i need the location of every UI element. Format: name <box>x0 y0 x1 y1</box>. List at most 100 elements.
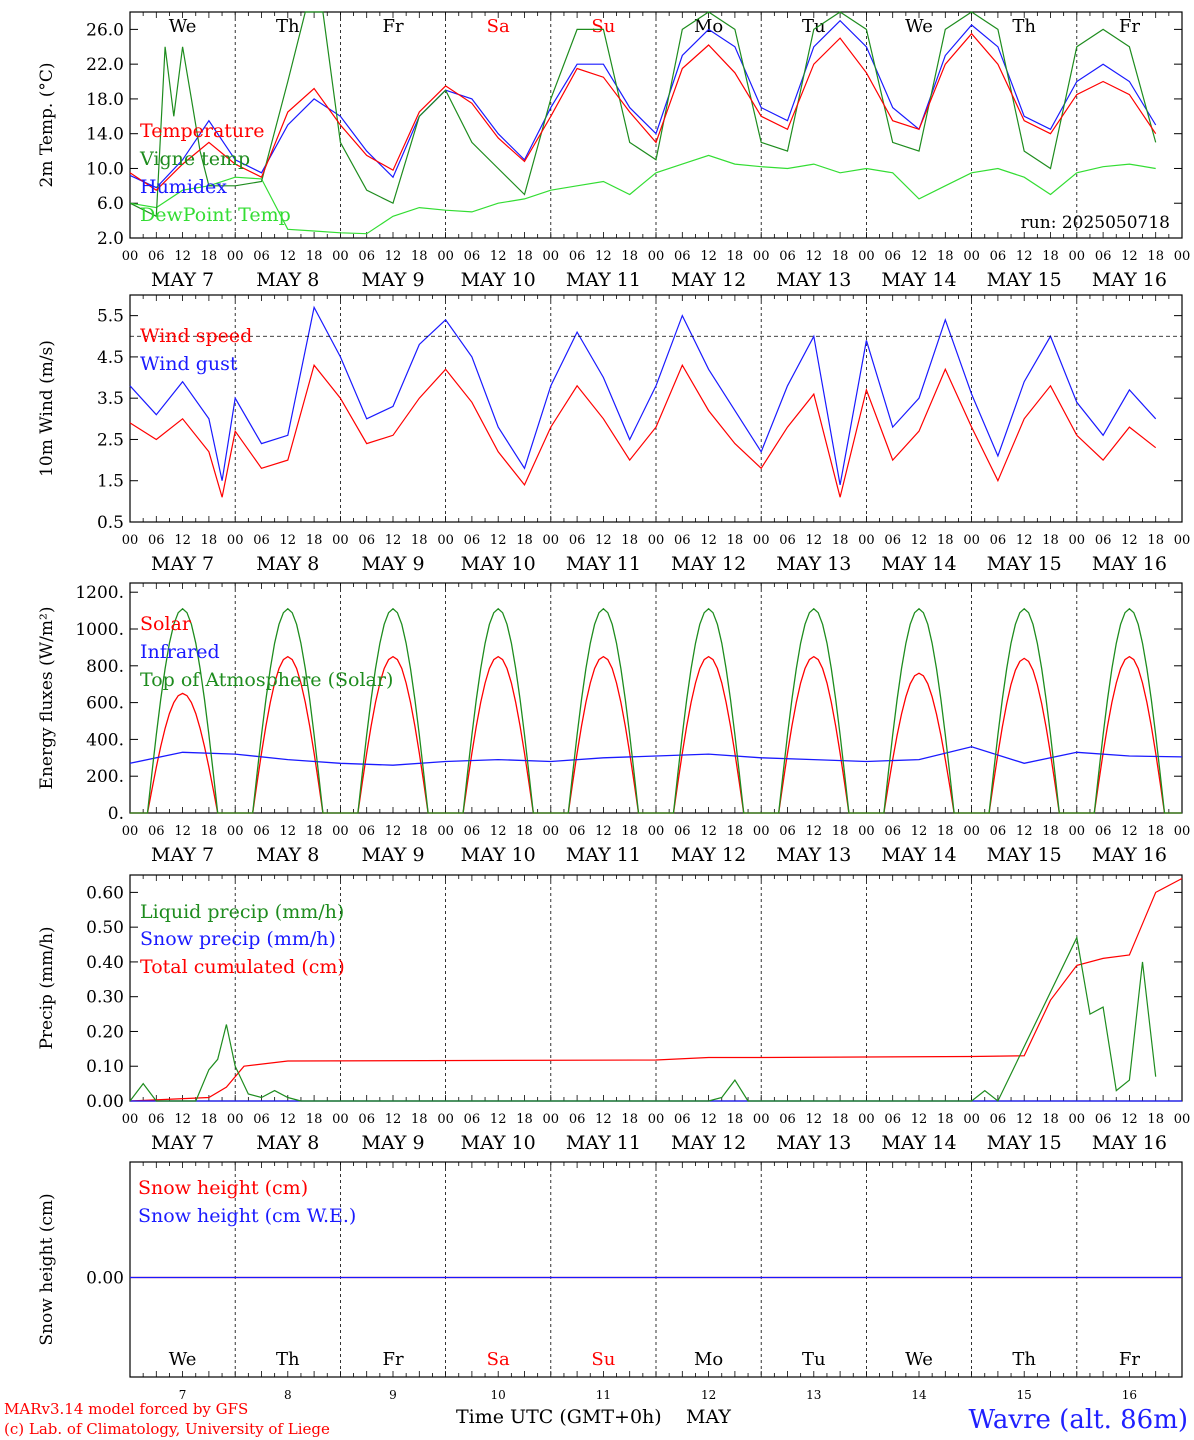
weekday-label: Mo <box>694 1349 723 1370</box>
x-hour-label: 12 <box>385 824 402 839</box>
x-date-label: MAY 16 <box>1092 553 1167 575</box>
x-hour-label: 00 <box>1174 824 1191 839</box>
x-hour-label: 12 <box>806 1112 823 1127</box>
legend-entry: Humidex <box>140 176 227 198</box>
x-hour-label: 00 <box>753 824 770 839</box>
series-line <box>129 19 1157 189</box>
weekday-label: Mo <box>694 16 723 37</box>
y-tick-label: 5.5 <box>97 307 124 327</box>
x-date-label: MAY 13 <box>776 553 851 575</box>
x-hour-label: 12 <box>700 824 717 839</box>
x-hour-label: 06 <box>569 824 586 839</box>
x-hour-label: 06 <box>674 1112 691 1127</box>
x-hour-label: 18 <box>1147 1112 1164 1127</box>
x-hour-label: 06 <box>990 249 1007 264</box>
x-hour-label: 12 <box>174 249 191 264</box>
station-name: Wavre (alt. 86m) <box>968 1405 1188 1435</box>
legend-entry: Total cumulated (cm) <box>140 956 345 978</box>
x-hour-label: 06 <box>148 533 165 548</box>
x-date-label: MAY 16 <box>1092 1132 1167 1154</box>
day-number-label: 13 <box>806 1388 821 1402</box>
x-hour-label: 00 <box>1069 533 1086 548</box>
x-hour-label: 18 <box>937 249 954 264</box>
x-hour-label: 00 <box>437 1112 454 1127</box>
x-hour-label: 00 <box>437 249 454 264</box>
x-hour-label: 06 <box>1095 1112 1112 1127</box>
x-hour-label: 06 <box>358 824 375 839</box>
x-date-label: MAY 10 <box>461 553 536 575</box>
x-hour-label: 06 <box>674 533 691 548</box>
legend-entry: Top of Atmosphere (Solar) <box>140 669 393 691</box>
x-date-label: MAY 15 <box>987 1132 1062 1154</box>
x-hour-label: 18 <box>1147 533 1164 548</box>
weekday-label: Su <box>591 1349 615 1370</box>
series-line <box>129 935 1157 1102</box>
x-hour-label: 18 <box>832 533 849 548</box>
x-hour-label: 18 <box>621 824 638 839</box>
x-date-label: MAY 8 <box>256 1132 319 1154</box>
x-hour-label: 00 <box>753 1112 770 1127</box>
x-date-label: MAY 10 <box>461 844 536 866</box>
x-hour-label: 18 <box>1147 249 1164 264</box>
y-tick-label: 1200. <box>75 583 124 603</box>
x-hour-label: 06 <box>464 533 481 548</box>
x-hour-label: 12 <box>1016 824 1033 839</box>
x-hour-label: 12 <box>385 533 402 548</box>
weekday-label: Th <box>276 1349 300 1370</box>
x-hour-label: 18 <box>621 1112 638 1127</box>
day-number-label: 7 <box>179 1388 187 1402</box>
x-hour-label: 06 <box>1095 824 1112 839</box>
x-hour-label: 06 <box>779 824 796 839</box>
y-axis-label: Energy fluxes (W/m²) <box>37 607 57 790</box>
weekday-label: Fr <box>1119 16 1140 37</box>
legend-entry: Snow height (cm W.E.) <box>138 1205 356 1227</box>
x-hour-label: 00 <box>648 249 665 264</box>
x-hour-label: 18 <box>411 533 428 548</box>
run-label: run: 2025050718 <box>1021 213 1170 233</box>
x-date-label: MAY 11 <box>566 1132 641 1154</box>
x-hour-label: 12 <box>174 1112 191 1127</box>
panel-1: 2.0 6.0 10.0 14.0 18.0 22.0 26.0 2m Temp. (°C) 0… <box>37 11 1191 291</box>
weekday-label: Tu <box>802 1349 826 1370</box>
x-hour-label: 12 <box>280 1112 297 1127</box>
x-hour-label: 06 <box>884 249 901 264</box>
y-tick-label: 6.0 <box>97 194 124 214</box>
x-hour-label: 00 <box>1069 1112 1086 1127</box>
x-hour-label: 00 <box>963 1112 980 1127</box>
x-hour-label: 18 <box>306 1112 323 1127</box>
x-hour-label: 12 <box>1016 1112 1033 1127</box>
x-hour-label: 06 <box>148 824 165 839</box>
footer: MARv3.14 model forced by GFS (c) Lab. of… <box>4 1400 1188 1438</box>
series-line <box>130 607 1182 814</box>
weekday-label: Fr <box>382 16 403 37</box>
x-hour-label: 18 <box>411 249 428 264</box>
x-hour-label: 00 <box>1174 249 1191 264</box>
weekday-label: Sa <box>487 1349 510 1370</box>
x-date-label: MAY 13 <box>776 269 851 291</box>
x-hour-label: 06 <box>253 533 270 548</box>
month-label: MAY <box>686 1406 731 1428</box>
y-tick-label: 0.50 <box>86 918 124 938</box>
x-hour-label: 18 <box>306 533 323 548</box>
weekday-label: Th <box>1012 1349 1036 1370</box>
x-hour-label: 12 <box>806 824 823 839</box>
series-line <box>129 305 1157 486</box>
day-number-label: 16 <box>1122 1388 1137 1402</box>
x-date-label: MAY 15 <box>987 844 1062 866</box>
y-tick-label: 800. <box>86 657 124 677</box>
y-tick-label: 2.0 <box>97 229 124 249</box>
x-hour-label: 18 <box>727 1112 744 1127</box>
x-hour-label: 18 <box>411 824 428 839</box>
x-hour-label: 12 <box>700 533 717 548</box>
legend-entry: Wind gust <box>140 353 238 375</box>
y-tick-label: 0.60 <box>86 883 124 903</box>
y-tick-label: 4.5 <box>97 348 124 368</box>
x-date-label: MAY 16 <box>1092 844 1167 866</box>
x-hour-label: 12 <box>1121 824 1138 839</box>
weekday-label: Sa <box>487 16 510 37</box>
x-hour-label: 06 <box>884 1112 901 1127</box>
x-hour-label: 12 <box>911 533 928 548</box>
x-hour-label: 06 <box>358 1112 375 1127</box>
y-tick-label: 18.0 <box>86 90 124 110</box>
x-date-label: MAY 10 <box>461 269 536 291</box>
